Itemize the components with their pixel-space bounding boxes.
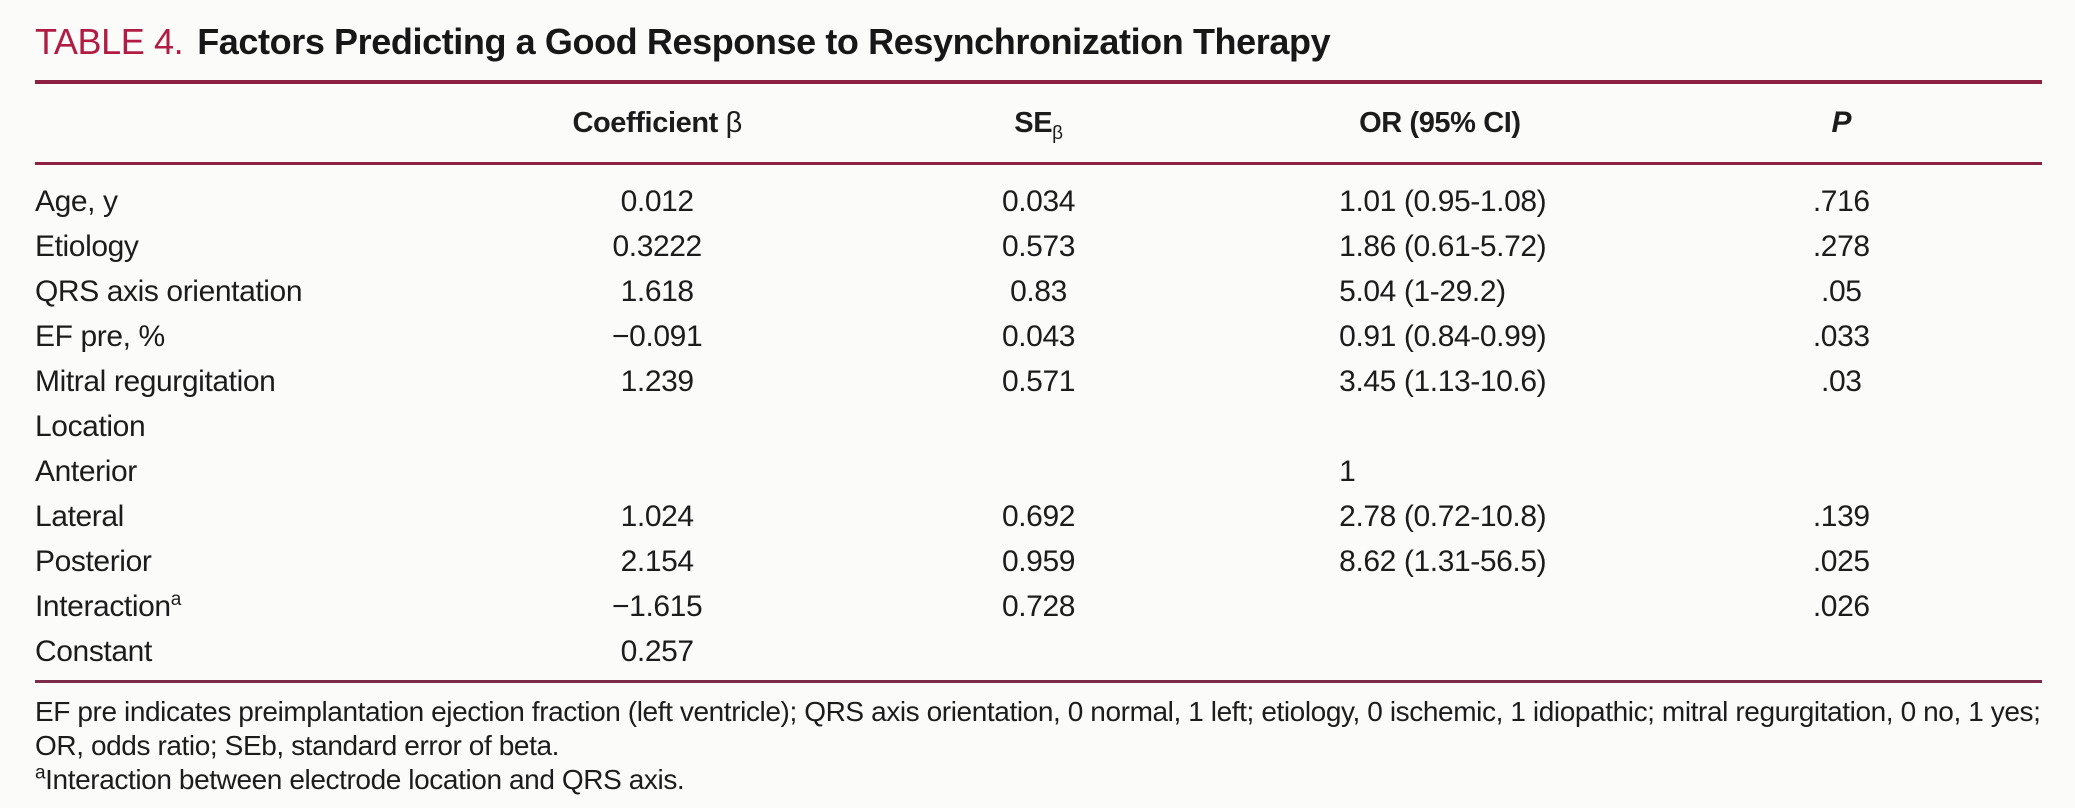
cell-coefficient: −0.091 — [612, 319, 703, 353]
table-row-anterior: Anterior 1 — [35, 449, 2042, 494]
row-label: Etiology — [35, 229, 139, 263]
row-label: Lateral — [35, 499, 124, 533]
table-footnotes: EF pre indicates preimplantation ejectio… — [35, 695, 2042, 797]
row-label: Anterior — [35, 454, 137, 488]
rule-bottom — [35, 680, 2042, 683]
row-label-text: Interaction — [35, 589, 171, 623]
footnote-abbreviations: EF pre indicates preimplantation ejectio… — [35, 696, 2041, 761]
footnote-a-marker: a — [35, 762, 46, 784]
header-row: Coefficient β SEβ OR (95% CI) P — [35, 84, 2042, 165]
beta-symbol: β — [725, 106, 743, 139]
cell-coefficient — [477, 404, 838, 449]
cell-coefficient — [477, 449, 838, 494]
row-label: Age, y — [35, 184, 118, 218]
cell-p-value — [1641, 404, 2042, 449]
header-p-value: P — [1640, 84, 2042, 165]
cell-p-value — [1641, 629, 2042, 680]
cell-coefficient: 1.239 — [620, 364, 694, 398]
cell-p-value: .716 — [1812, 184, 1870, 218]
cell-or-ci: 1.01 (0.95-1.08) — [1339, 184, 1547, 218]
cell-or-ci: 2.78 (0.72-10.8) — [1339, 499, 1547, 533]
table-title: TABLE 4. Factors Predicting a Good Respon… — [35, 14, 2042, 80]
row-label: Posterior — [35, 544, 152, 578]
cell-se — [838, 629, 1239, 680]
row-label: Constant — [35, 634, 152, 668]
table-row-ef-pre: EF pre, % −0.091 0.043 0.91 (0.84-0.99) … — [35, 314, 2042, 359]
table-row-age: Age, y 0.012 0.034 1.01 (0.95-1.08) .716 — [35, 164, 2042, 225]
cell-p-value — [1641, 449, 2042, 494]
cell-p-value: .026 — [1812, 589, 1870, 623]
cell-or-ci — [1239, 629, 1640, 680]
table-row-lateral: Lateral 1.024 0.692 2.78 (0.72-10.8) .13… — [35, 494, 2042, 539]
cell-or-ci — [1239, 584, 1640, 629]
table-number: TABLE 4. — [35, 21, 184, 62]
cell-se: 0.959 — [1001, 544, 1076, 578]
cell-se: 0.571 — [1001, 364, 1076, 398]
table-row-posterior: Posterior 2.154 0.959 8.62 (1.31-56.5) .… — [35, 539, 2042, 584]
header-se-label: SE — [1014, 106, 1053, 139]
row-label: Interactiona — [35, 584, 477, 629]
cell-se — [838, 404, 1239, 449]
cell-or-ci: 0.91 (0.84-0.99) — [1339, 319, 1547, 353]
cell-se: 0.034 — [1001, 184, 1076, 218]
header-coefficient: Coefficient β — [476, 84, 838, 165]
cell-or-ci: 5.04 (1-29.2) — [1339, 274, 1506, 308]
cell-se: 0.692 — [1001, 499, 1076, 533]
row-label: Location — [35, 409, 146, 443]
cell-or-ci: 1 — [1339, 454, 1356, 488]
header-or-ci: OR (95% CI) — [1239, 84, 1641, 165]
cell-se: 0.83 — [1010, 274, 1067, 308]
cell-coefficient: −1.615 — [612, 589, 703, 623]
cell-coefficient: 1.024 — [620, 499, 694, 533]
header-se: SEβ — [837, 84, 1240, 165]
cell-se: 0.043 — [1001, 319, 1076, 353]
cell-or-ci: 1.86 (0.61-5.72) — [1339, 229, 1547, 263]
cell-p-value: .03 — [1821, 364, 1862, 398]
cell-or-ci: 3.45 (1.13-10.6) — [1339, 364, 1547, 398]
cell-p-value: .033 — [1812, 319, 1870, 353]
row-label: Mitral regurgitation — [35, 364, 276, 398]
table-row-mitral-regurgitation: Mitral regurgitation 1.239 0.571 3.45 (1… — [35, 359, 2042, 404]
cell-p-value: .139 — [1812, 499, 1870, 533]
cell-coefficient: 1.618 — [620, 274, 694, 308]
footnote-marker-superscript: a — [170, 588, 182, 610]
footnote-a: aInteraction between electrode location … — [35, 763, 2042, 797]
cell-p-value: .05 — [1821, 274, 1862, 308]
table-row-interaction: Interactiona −1.615 0.728 .026 — [35, 584, 2042, 629]
header-empty — [35, 84, 477, 165]
table-body: Age, y 0.012 0.034 1.01 (0.95-1.08) .716… — [35, 164, 2042, 681]
cell-se: 0.573 — [1001, 229, 1076, 263]
table-row-etiology: Etiology 0.3222 0.573 1.86 (0.61-5.72) .… — [35, 224, 2042, 269]
row-label: QRS axis orientation — [35, 274, 303, 308]
table-row-constant: Constant 0.257 — [35, 629, 2042, 680]
table-row-location: Location — [35, 404, 2042, 449]
header-coefficient-label: Coefficient — [572, 106, 718, 139]
cell-or-ci — [1239, 404, 1640, 449]
cell-se: 0.728 — [1001, 589, 1076, 623]
cell-coefficient: 0.012 — [620, 184, 694, 218]
table-row-qrs-axis: QRS axis orientation 1.618 0.83 5.04 (1-… — [35, 269, 2042, 314]
footnote-a-text: Interaction between electrode location a… — [45, 764, 685, 795]
rule-top — [35, 80, 2042, 84]
cell-se — [838, 449, 1239, 494]
table-header: Coefficient β SEβ OR (95% CI) P — [35, 84, 2042, 165]
cell-coefficient: 0.3222 — [612, 229, 702, 263]
table-title-text: Factors Predicting a Good Response to Re… — [197, 21, 1331, 62]
cell-p-value: .278 — [1812, 229, 1870, 263]
results-table: Coefficient β SEβ OR (95% CI) P Age, y 0… — [35, 84, 2042, 680]
row-label: EF pre, % — [35, 319, 165, 353]
cell-coefficient: 2.154 — [620, 544, 694, 578]
cell-or-ci: 8.62 (1.31-56.5) — [1339, 544, 1547, 578]
cell-p-value: .025 — [1812, 544, 1870, 578]
se-beta-subscript: β — [1052, 122, 1063, 144]
cell-coefficient: 0.257 — [620, 634, 694, 668]
